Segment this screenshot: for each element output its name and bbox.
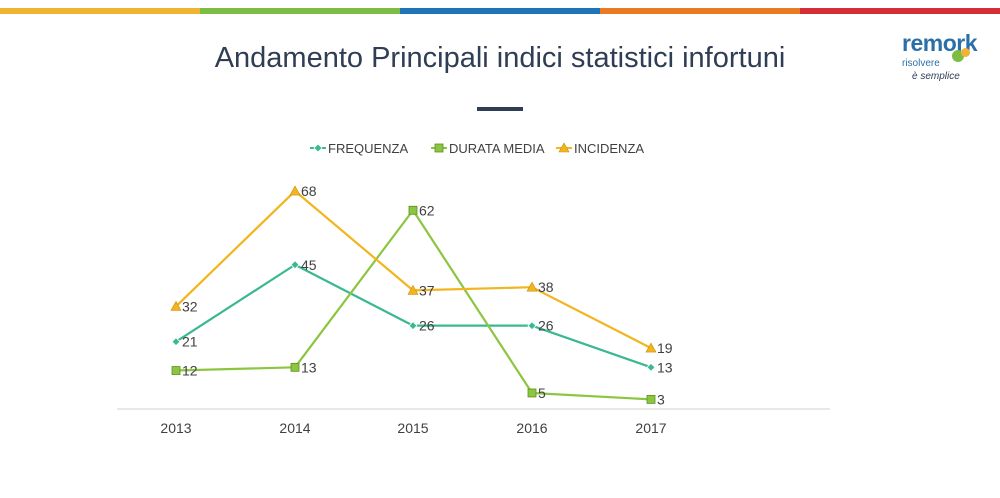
data-label-frequenza: 26 — [419, 318, 435, 334]
top-bar-segment-4 — [600, 8, 800, 14]
page-title: Andamento Principali indici statistici i… — [214, 42, 786, 74]
legend-label-frequenza: FREQUENZA — [328, 141, 409, 156]
data-label-durata-media: 12 — [182, 363, 198, 379]
data-label-incidenza: 32 — [182, 298, 198, 314]
data-label-durata-media: 5 — [538, 385, 546, 401]
data-point-frequenza — [527, 321, 537, 331]
data-point-frequenza — [408, 321, 418, 331]
legend-marker-incidenza — [558, 142, 570, 153]
data-label-durata-media: 13 — [301, 359, 317, 375]
data-label-durata-media: 3 — [657, 391, 665, 407]
data-point-durata-media — [290, 362, 300, 372]
top-bar-segment-5 — [800, 8, 1000, 14]
data-point-durata-media — [171, 366, 181, 375]
series-line-frequenza — [175, 263, 652, 369]
data-label-incidenza: 37 — [419, 282, 435, 298]
top-bar-segment-3 — [400, 8, 600, 14]
remork-logo: remork risolvere è semplice — [890, 28, 990, 98]
top-color-bar — [0, 8, 1000, 14]
data-point-frequenza — [646, 362, 656, 372]
data-point-incidenza — [407, 284, 419, 295]
data-label-frequenza: 45 — [301, 257, 317, 273]
x-tick-label: 2014 — [279, 420, 310, 436]
legend-label-durata-media: DURATA MEDIA — [449, 141, 545, 156]
data-point-incidenza — [645, 342, 657, 353]
data-label-incidenza: 19 — [657, 340, 673, 356]
data-label-frequenza: 13 — [657, 359, 673, 375]
data-point-incidenza — [289, 185, 301, 196]
top-bar-segment-1 — [0, 8, 200, 14]
data-point-durata-media — [646, 394, 656, 404]
data-label-frequenza: 26 — [538, 318, 554, 334]
data-label-frequenza: 21 — [182, 334, 198, 350]
x-tick-label: 2017 — [635, 420, 666, 436]
data-point-durata-media — [408, 205, 418, 215]
data-point-incidenza — [526, 281, 538, 292]
legend-marker-durata-media — [434, 143, 444, 153]
data-label-incidenza: 38 — [538, 279, 554, 295]
legend-label-incidenza: INCIDENZA — [574, 141, 644, 156]
data-point-incidenza — [170, 300, 182, 311]
legend-marker-frequenza — [313, 143, 323, 153]
x-tick-label: 2015 — [397, 420, 428, 436]
data-label-incidenza: 68 — [301, 183, 317, 199]
title-underline — [477, 107, 523, 111]
data-point-durata-media — [527, 388, 537, 398]
logo-tagline-1: risolvere — [902, 58, 940, 69]
logo-dot-yellow — [961, 48, 970, 57]
data-label-durata-media: 62 — [419, 202, 435, 218]
x-tick-label: 2013 — [160, 420, 191, 436]
top-bar-segment-2 — [200, 8, 400, 14]
data-point-frequenza — [290, 260, 300, 270]
data-point-frequenza — [171, 337, 181, 347]
x-tick-label: 2016 — [516, 420, 547, 436]
logo-tagline-2: è semplice — [912, 71, 960, 82]
